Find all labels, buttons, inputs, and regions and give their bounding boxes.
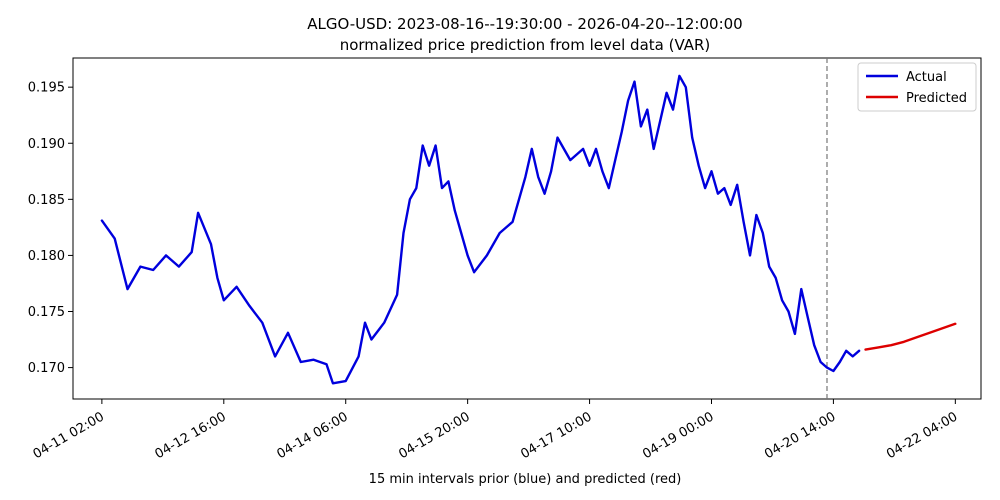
x-axis-label: 15 min intervals prior (blue) and predic… (369, 472, 682, 487)
series-line-predicted (864, 322, 957, 351)
x-tick-label: 04-20 14:00 (762, 409, 838, 462)
x-tick-label: 04-19 00:00 (640, 409, 716, 462)
series-line-actual (100, 74, 861, 385)
x-tick-label: 04-22 04:00 (884, 409, 960, 462)
legend: Actual Predicted (857, 62, 977, 112)
x-tick-label: 04-15 20:00 (396, 409, 472, 462)
plot-frame (72, 57, 982, 400)
x-axis: 04-11 02:00 04-12 16:00 04-14 06:00 04-15 2… (31, 399, 960, 462)
x-tick-label: 04-11 02:00 (31, 409, 107, 462)
chart-subtitle: normalized price prediction from level d… (340, 36, 711, 54)
x-tick-label: 04-12 16:00 (153, 409, 229, 462)
series-layer (100, 58, 957, 399)
y-tick-label: 0.175 (28, 305, 65, 320)
chart-title: ALGO-USD: 2023-08-16--19:30:00 - 2026-04… (307, 15, 742, 33)
y-tick-label: 0.195 (28, 81, 65, 96)
y-tick-label: 0.170 (28, 361, 65, 376)
y-axis: 0.170 0.175 0.180 0.185 0.190 0.195 (28, 81, 73, 376)
y-tick-label: 0.180 (28, 249, 65, 264)
legend-label-actual: Actual (906, 70, 947, 85)
y-tick-label: 0.190 (28, 137, 65, 152)
y-tick-label: 0.185 (28, 193, 65, 208)
x-tick-label: 04-14 06:00 (274, 409, 350, 462)
legend-label-predicted: Predicted (906, 91, 967, 106)
x-tick-label: 04-17 10:00 (518, 409, 594, 462)
